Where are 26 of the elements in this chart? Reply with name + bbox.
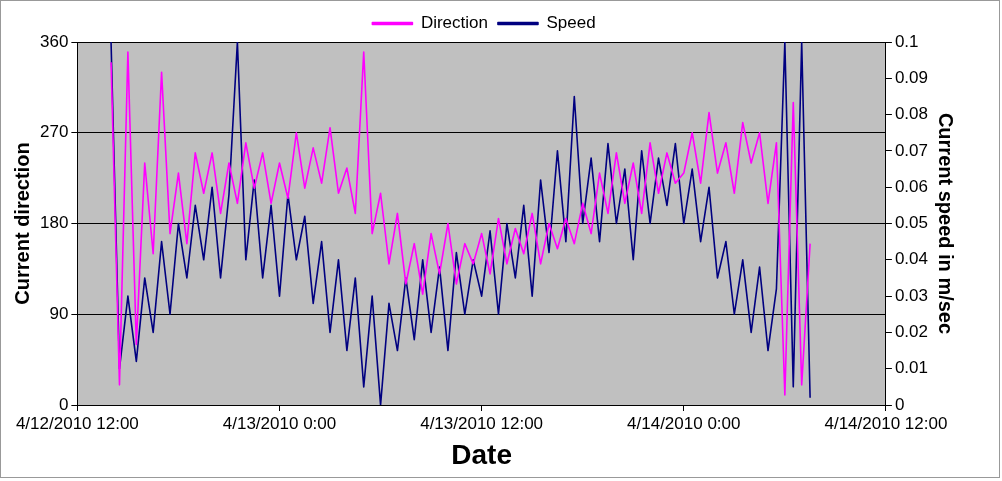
y2-tick-label: 0.09 xyxy=(894,67,929,87)
y-axis-title: Current direction xyxy=(10,142,33,305)
y2-tick-label: 0.01 xyxy=(894,358,929,378)
x-tick-label: 4/13/2010 12:00 xyxy=(420,413,544,433)
x-tick-label: 4/13/2010 0:00 xyxy=(222,413,337,433)
y2-tick-label: 0 xyxy=(894,394,905,414)
y2-tick-label: 0.1 xyxy=(894,31,919,51)
x-axis-title: Date xyxy=(451,438,512,470)
y2-tick-label: 0.08 xyxy=(894,104,929,124)
legend-label: Direction xyxy=(420,13,488,33)
y2-tick-label: 0.04 xyxy=(894,249,929,269)
y2-tick-label: 0.06 xyxy=(894,176,929,196)
y-tick-label: 270 xyxy=(39,122,69,142)
y-tick-label: 360 xyxy=(39,31,69,51)
y-tick-label: 90 xyxy=(49,303,69,323)
x-tick-label: 4/12/2010 12:00 xyxy=(15,413,139,433)
legend-label: Speed xyxy=(546,13,596,33)
y-tick-label: 0 xyxy=(58,394,69,414)
x-tick-label: 4/14/2010 12:00 xyxy=(824,413,948,433)
x-tick-label: 4/14/2010 0:00 xyxy=(627,413,741,433)
y2-tick-label: 0.07 xyxy=(894,140,929,160)
y2-tick-label: 0.02 xyxy=(894,322,929,342)
y-tick-label: 180 xyxy=(39,213,69,233)
y2-tick-label: 0.03 xyxy=(894,285,929,305)
y2-axis-title: Current speed in m/sec xyxy=(935,112,958,335)
y2-tick-label: 0.05 xyxy=(894,213,929,233)
